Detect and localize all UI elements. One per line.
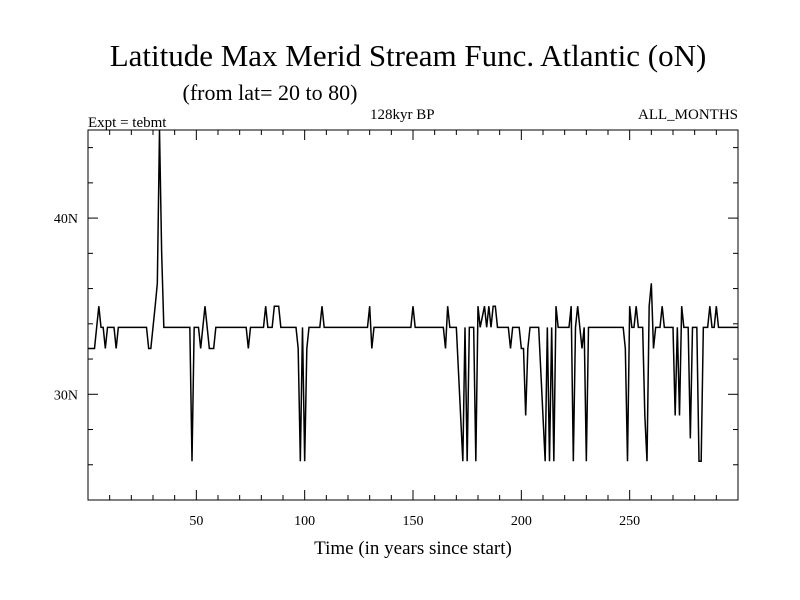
x-tick-label: 50: [189, 514, 203, 529]
period-label: 128kyr BP: [370, 107, 435, 123]
chart-title: Latitude Max Merid Stream Func. Atlantic…: [110, 38, 707, 73]
x-tick-label: 100: [294, 514, 315, 529]
months-label: ALL_MONTHS: [638, 107, 738, 123]
x-tick-label: 150: [403, 514, 424, 529]
series-line: [88, 129, 738, 462]
y-tick-label: 30N: [54, 388, 78, 403]
experiment-label: Expt = tebmt: [88, 115, 167, 131]
axis-tick-labels: 50 100 150 200 250 30N 40N: [54, 212, 640, 529]
y-tick-label: 40N: [54, 212, 78, 227]
x-tick-label: 250: [619, 514, 640, 529]
x-axis-title: Time (in years since start): [314, 538, 512, 559]
x-tick-label: 200: [511, 514, 532, 529]
axis-ticks: [88, 130, 738, 500]
chart-subtitle: (from lat= 20 to 80): [183, 80, 358, 105]
plot-frame: [87, 129, 739, 501]
